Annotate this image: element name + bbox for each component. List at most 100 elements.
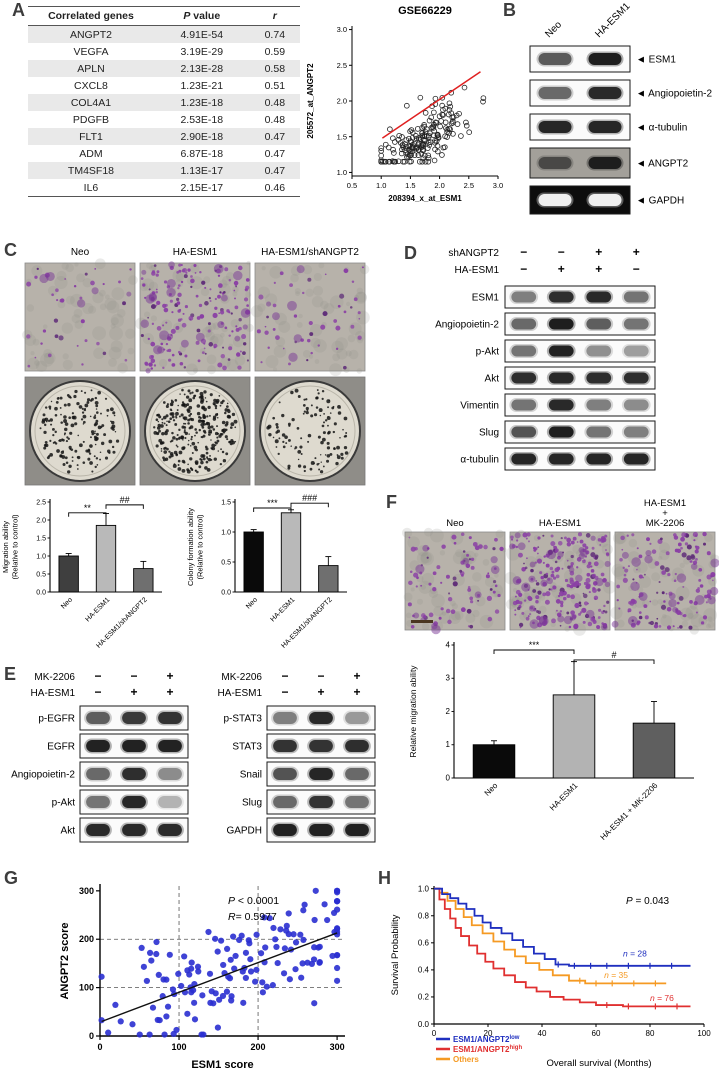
blot-row-p-Akt [79,789,189,815]
svg-text:2.5: 2.5 [464,181,474,190]
bar [95,524,117,593]
gene-name: PDGFB [72,113,110,126]
y-tick-label: 1.5 [221,499,231,506]
gene-name: TM4SF18 [67,164,115,177]
band-label: ◄ ANGPT2 [636,159,689,170]
blot-row-ESM1 [504,285,656,309]
y-axis-label: 205572_at_ANGPT2 [306,63,315,139]
r-value: 0.48 [264,96,286,109]
migration-image-2 [250,262,370,377]
y-axis-label: Survival Probability [390,914,401,995]
colony-image-2 [254,376,366,486]
svg-text:100: 100 [172,1042,187,1052]
band-label: p-Akt [52,798,76,809]
bar [318,565,339,593]
condition-symbol: − [281,685,288,699]
x-axis-label: ESM1 score [191,1059,253,1071]
svg-text:20: 20 [484,1029,493,1038]
migration-image-f-1 [504,529,617,636]
correlated-genes-table: Correlated genes P value r ANGPT2 4.91E-54 0.… [28,6,300,197]
y-tick-label: 0 [446,773,451,782]
condition-label: HA-ESM1 [218,688,263,699]
condition-label: MK-2206 [221,672,262,683]
p-value: 2.15E-17 [153,179,250,197]
svg-text:1.0: 1.0 [376,181,386,190]
svg-text:0.8: 0.8 [418,912,430,921]
band-label: ESM1 [472,293,500,304]
p-value: 2.13E-28 [180,62,224,75]
gene-row: FLT1 2.90E-18 0.47 [28,128,300,145]
image-label: MK-2206 [646,518,685,529]
table-header: P value [153,6,250,26]
panel-label-g: G [4,868,19,888]
gene-row: TM4SF18 1.13E-17 0.47 [28,162,300,179]
band-label: p-STAT3 [223,714,262,725]
y-tick-label: 4 [446,640,451,649]
bar-category-label: Neo [245,596,259,610]
bar-ylabel: (Relative to control) [11,514,20,580]
column-label: HA-ESM1/shANGPT2 [261,247,359,258]
condition-symbol: + [166,685,173,699]
band-label: p-EGFR [38,714,75,725]
blot-row-Angiopoietin-2 [529,79,631,107]
band-label: Angiopoietin-2 [11,770,75,781]
bar-category-label: HA-ESM1 + MK-2206 [599,781,660,842]
svg-text:0: 0 [432,1029,437,1038]
bar [472,744,516,779]
blot-row-GAPDH [266,817,376,843]
table-header: Correlated genes [28,6,154,26]
significance-label: *** [529,640,540,650]
western-blot-panel-d: shANGPT2 − − + + HA-ESM1 − + + − ESM1 Angiopoietin-… [435,245,656,471]
gene-name: IL6 [28,179,154,197]
y-tick-label: 0.5 [36,571,46,578]
p-value: 4.91E-54 [180,28,224,41]
km-legend-item: ESM1/ANGPT2high [453,1045,522,1054]
svg-text:100: 100 [697,1029,711,1038]
band-label: ◄ GAPDH [636,196,684,207]
gene-name: CXCL8 [74,79,108,92]
svg-text:3.0: 3.0 [337,25,347,34]
scale-bar [411,620,433,623]
scatter-points [98,887,341,1038]
r-value: 0.47 [264,130,286,143]
band-label: Snail [240,770,262,781]
gene-name: ANGPT2 [69,28,112,41]
condition-symbol: − [558,245,565,259]
bar-ylabel: (Relative to control) [196,514,205,580]
significance-label: ## [120,495,130,505]
svg-text:3.0: 3.0 [493,181,503,190]
gene-name: ADM [79,147,103,160]
km-n-label: n = 76 [650,993,674,1003]
svg-text:300: 300 [330,1042,345,1052]
image-label: Neo [446,518,463,529]
gene-row: COL4A1 1.23E-18 0.48 [28,94,300,111]
x-axis-label: Overall survival (Months) [546,1058,651,1069]
stat-annotation: R= 0.5977 [228,911,277,923]
migration-image-1 [135,260,254,376]
svg-text:300: 300 [79,886,94,896]
svg-text:0.6: 0.6 [418,939,430,948]
r-value: 0.58 [264,62,286,75]
svg-text:1.0: 1.0 [337,168,347,177]
r-value: 0.48 [264,113,286,126]
svg-text:40: 40 [538,1029,547,1038]
condition-label: HA-ESM1 [455,265,500,276]
blot-row-Angiopoietin-2 [504,312,656,336]
km-pvalue: P = 0.043 [626,896,670,907]
r-value: 0.47 [264,147,286,160]
gene-row: CXCL8 1.23E-21 0.51 [28,77,300,94]
band-label: α-tubulin [460,455,499,466]
y-tick-label: 3 [446,674,451,683]
panel-label-a: A [12,0,25,20]
gene-name: COL4A1 [70,96,112,109]
p-value: 3.19E-29 [180,45,224,58]
migration-image-0 [22,258,138,374]
band-label: Slug [479,428,499,439]
migration-image-f-0 [401,527,507,635]
condition-symbol: + [130,685,137,699]
bar [280,512,302,593]
panel-label-f: F [386,492,397,512]
panel-label-b: B [503,0,516,20]
blot-row-ESM1 [529,45,631,73]
